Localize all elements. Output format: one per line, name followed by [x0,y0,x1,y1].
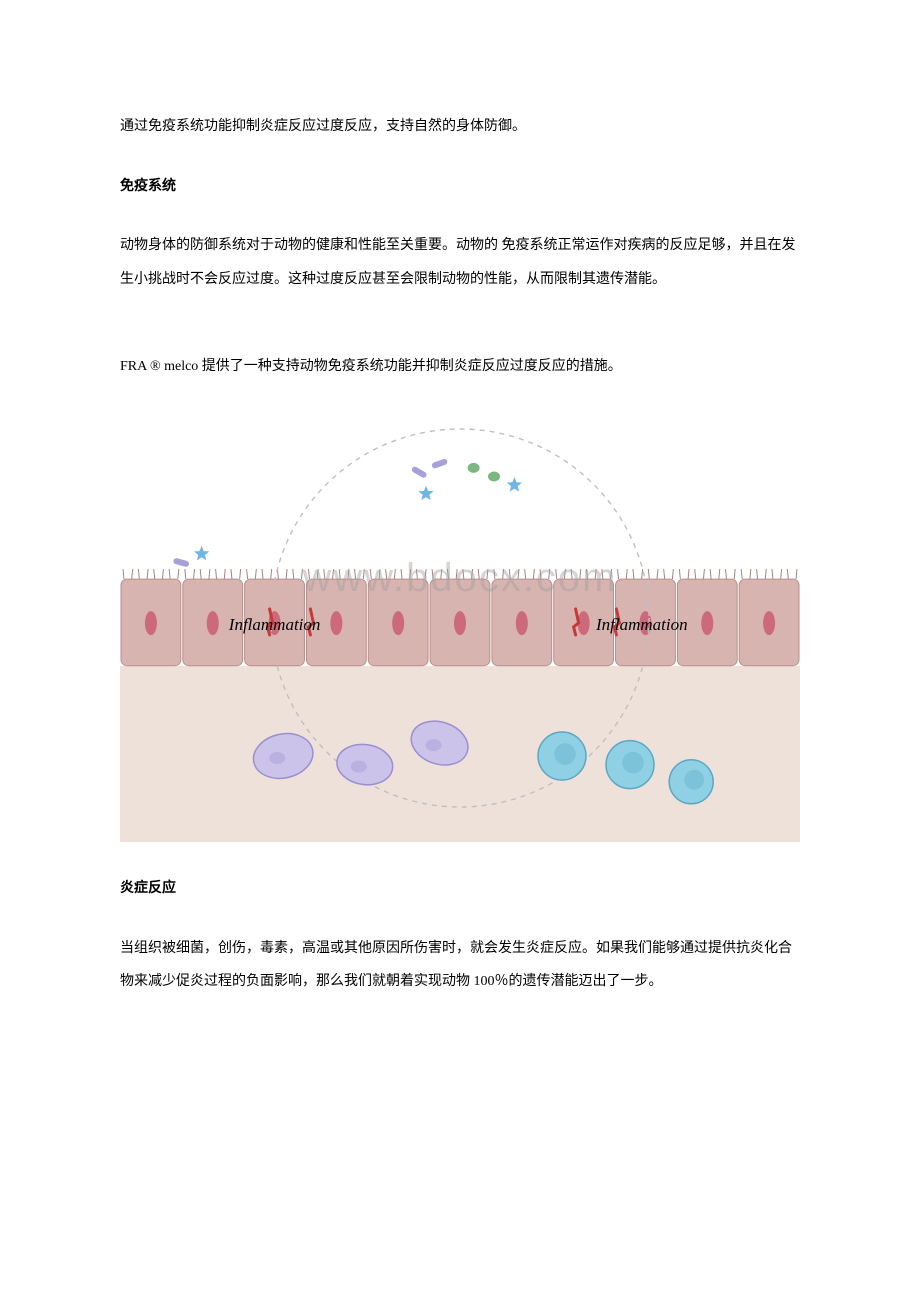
intro-paragraph: 通过免疫系统功能抑制炎症反应过度反应，支持自然的身体防御。 [120,110,800,144]
section1-para1: 动物身体的防御系统对于动物的健康和性能至关重要。动物的 免疫系统正常运作对疾病的… [120,229,800,296]
illustration-svg [120,412,800,842]
inflammation-illustration: www.bdocx.com Inflammation Inflammation [120,412,800,842]
epithelium [121,569,799,666]
section1-para2: FRA ® melco 提供了一种支持动物免疫系统功能并抑制炎症反应过度反应的措… [120,350,800,384]
section1-heading: 免疫系统 [120,170,800,204]
inflammation-label-right: Inflammation [596,605,688,646]
section2-para1: 当组织被细菌，创伤，毒素，高温或其他原因所伤害时，就会发生炎症反应。如果我们能够… [120,932,800,999]
inflammation-label-left: Inflammation [229,605,321,646]
section2-heading: 炎症反应 [120,872,800,906]
pathogens-group [173,458,522,567]
spacer [120,322,800,350]
